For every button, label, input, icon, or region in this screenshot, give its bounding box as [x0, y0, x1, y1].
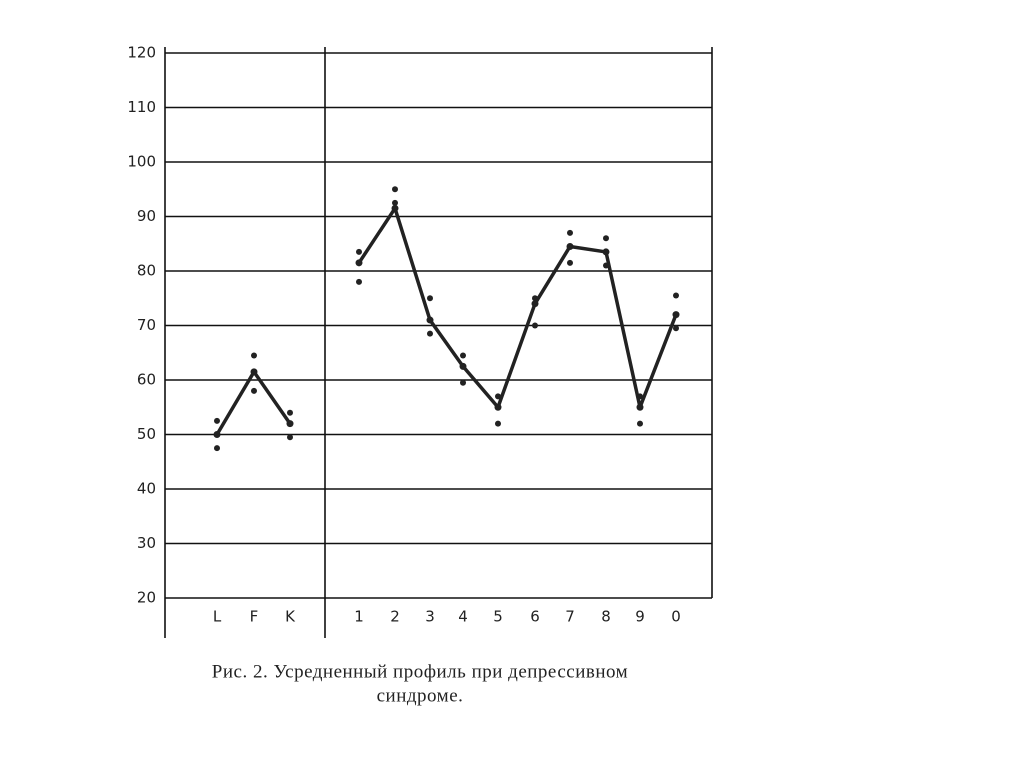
- y-tick-label: 60: [137, 371, 156, 389]
- case-dot: [567, 229, 573, 236]
- mean-point: [250, 368, 258, 376]
- case-dot: [392, 186, 398, 193]
- case-dot: [460, 379, 466, 386]
- x-tick-label: 2: [390, 608, 400, 626]
- y-tick-label: 110: [127, 98, 156, 116]
- y-tick-label: 100: [127, 153, 156, 171]
- mean-point: [426, 316, 434, 324]
- case-dot: [427, 295, 433, 302]
- mean-point: [459, 362, 467, 370]
- x-tick-label: 7: [565, 608, 575, 626]
- case-dot: [495, 393, 501, 400]
- mean-point: [636, 403, 644, 411]
- mean-point: [391, 204, 399, 212]
- mean-point: [286, 420, 294, 428]
- case-dot: [532, 295, 538, 302]
- caption: синдроме.: [377, 685, 464, 706]
- x-tick-label: 3: [425, 608, 435, 626]
- y-tick-label: 50: [137, 425, 156, 443]
- mean-point: [531, 300, 539, 308]
- case-dot: [603, 262, 609, 269]
- mean-point: [213, 431, 221, 438]
- case-dot: [603, 235, 609, 242]
- y-tick-label: 90: [137, 207, 156, 225]
- profile-line: [357, 206, 678, 409]
- x-tick-label: 4: [458, 608, 468, 626]
- x-tick-label: 6: [530, 608, 540, 626]
- case-dot: [214, 445, 220, 452]
- x-tick-label: 9: [635, 608, 645, 626]
- case-dot: [392, 199, 398, 206]
- case-dot: [637, 393, 643, 400]
- y-tick-label: 20: [137, 589, 156, 607]
- case-dot: [427, 330, 433, 337]
- caption: Рис. 2. Усредненный профиль при депресси…: [212, 661, 628, 682]
- mean-point: [355, 259, 363, 267]
- case-dot: [356, 278, 362, 285]
- y-tick-label: 40: [137, 480, 156, 498]
- mean-point: [602, 248, 610, 256]
- x-tick-label: 0: [671, 608, 681, 626]
- mean-point: [566, 242, 574, 250]
- case-dot: [251, 387, 257, 394]
- case-dot: [673, 292, 679, 299]
- case-dot: [460, 352, 466, 359]
- x-tick-label: 8: [601, 608, 611, 626]
- x-tick-label: 5: [493, 608, 503, 626]
- case-dot: [251, 352, 257, 359]
- case-dot: [532, 322, 538, 329]
- case-dot: [673, 325, 679, 332]
- y-tick-label: 70: [137, 316, 156, 334]
- y-tick-label: 80: [137, 262, 156, 280]
- case-dot: [356, 248, 362, 255]
- case-dot: [214, 417, 220, 424]
- x-tick-label: 1: [354, 608, 364, 626]
- x-tick-label: K: [285, 608, 296, 626]
- profile-line: [215, 370, 292, 436]
- y-tick-label: 120: [127, 44, 156, 62]
- x-tick-label: L: [213, 608, 222, 626]
- case-dot: [287, 409, 293, 416]
- case-dot: [637, 420, 643, 427]
- mean-point: [672, 311, 680, 319]
- y-tick-label: 30: [137, 534, 156, 552]
- x-tick-label: F: [250, 608, 259, 626]
- case-dot: [287, 434, 293, 441]
- case-dot: [567, 259, 573, 266]
- case-dot: [495, 420, 501, 427]
- mean-point: [494, 403, 502, 411]
